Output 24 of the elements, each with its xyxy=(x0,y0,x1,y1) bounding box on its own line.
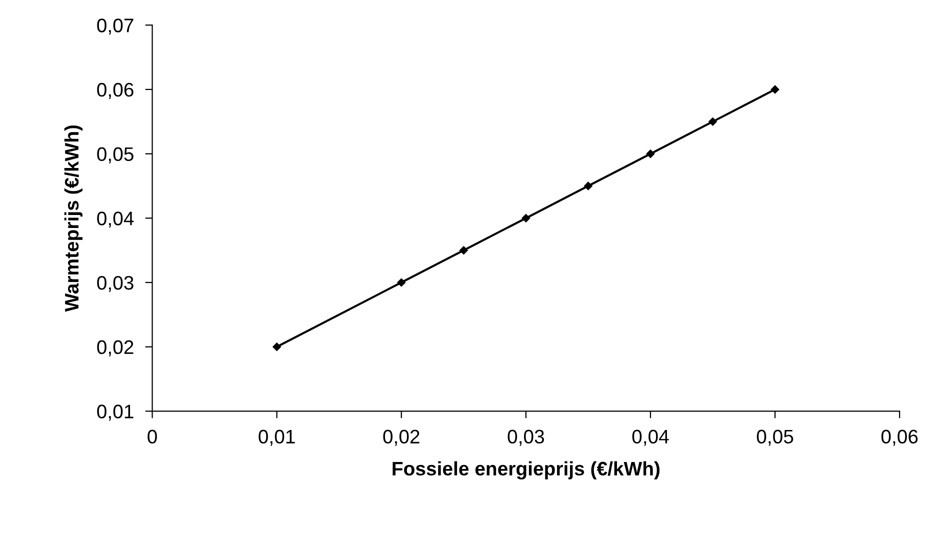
y-tick-label: 0,06 xyxy=(97,82,134,99)
y-tick-label: 0,04 xyxy=(97,212,134,228)
point xyxy=(708,117,717,126)
point xyxy=(397,278,406,287)
y-tick-label: 0,01 xyxy=(97,404,134,421)
point xyxy=(770,85,780,94)
x-tick-label: 0 xyxy=(148,430,157,444)
point xyxy=(522,214,530,222)
x-tick-label: 0,05 xyxy=(756,430,794,446)
x-tick-label: 0,04 xyxy=(632,430,669,446)
y-tick-label: 0,07 xyxy=(97,18,134,35)
point xyxy=(584,182,592,190)
point xyxy=(272,342,281,351)
x-tick-label: 0,01 xyxy=(258,430,295,446)
y-tick-label: 0,03 xyxy=(97,276,134,292)
x-tick-label: 0,06 xyxy=(881,430,918,446)
point xyxy=(460,246,468,254)
y-axis-title: Warmteprijs (€/kWh) xyxy=(64,125,82,312)
y-tick-label: 0,02 xyxy=(97,340,134,356)
x-tick-label: 0,02 xyxy=(383,430,420,446)
y-tick-label: 0,05 xyxy=(97,147,134,164)
point xyxy=(646,150,655,158)
x-tick-label: 0,03 xyxy=(508,430,544,446)
x-axis-title: Fossiele energieprijs (€/kWh) xyxy=(392,461,660,480)
